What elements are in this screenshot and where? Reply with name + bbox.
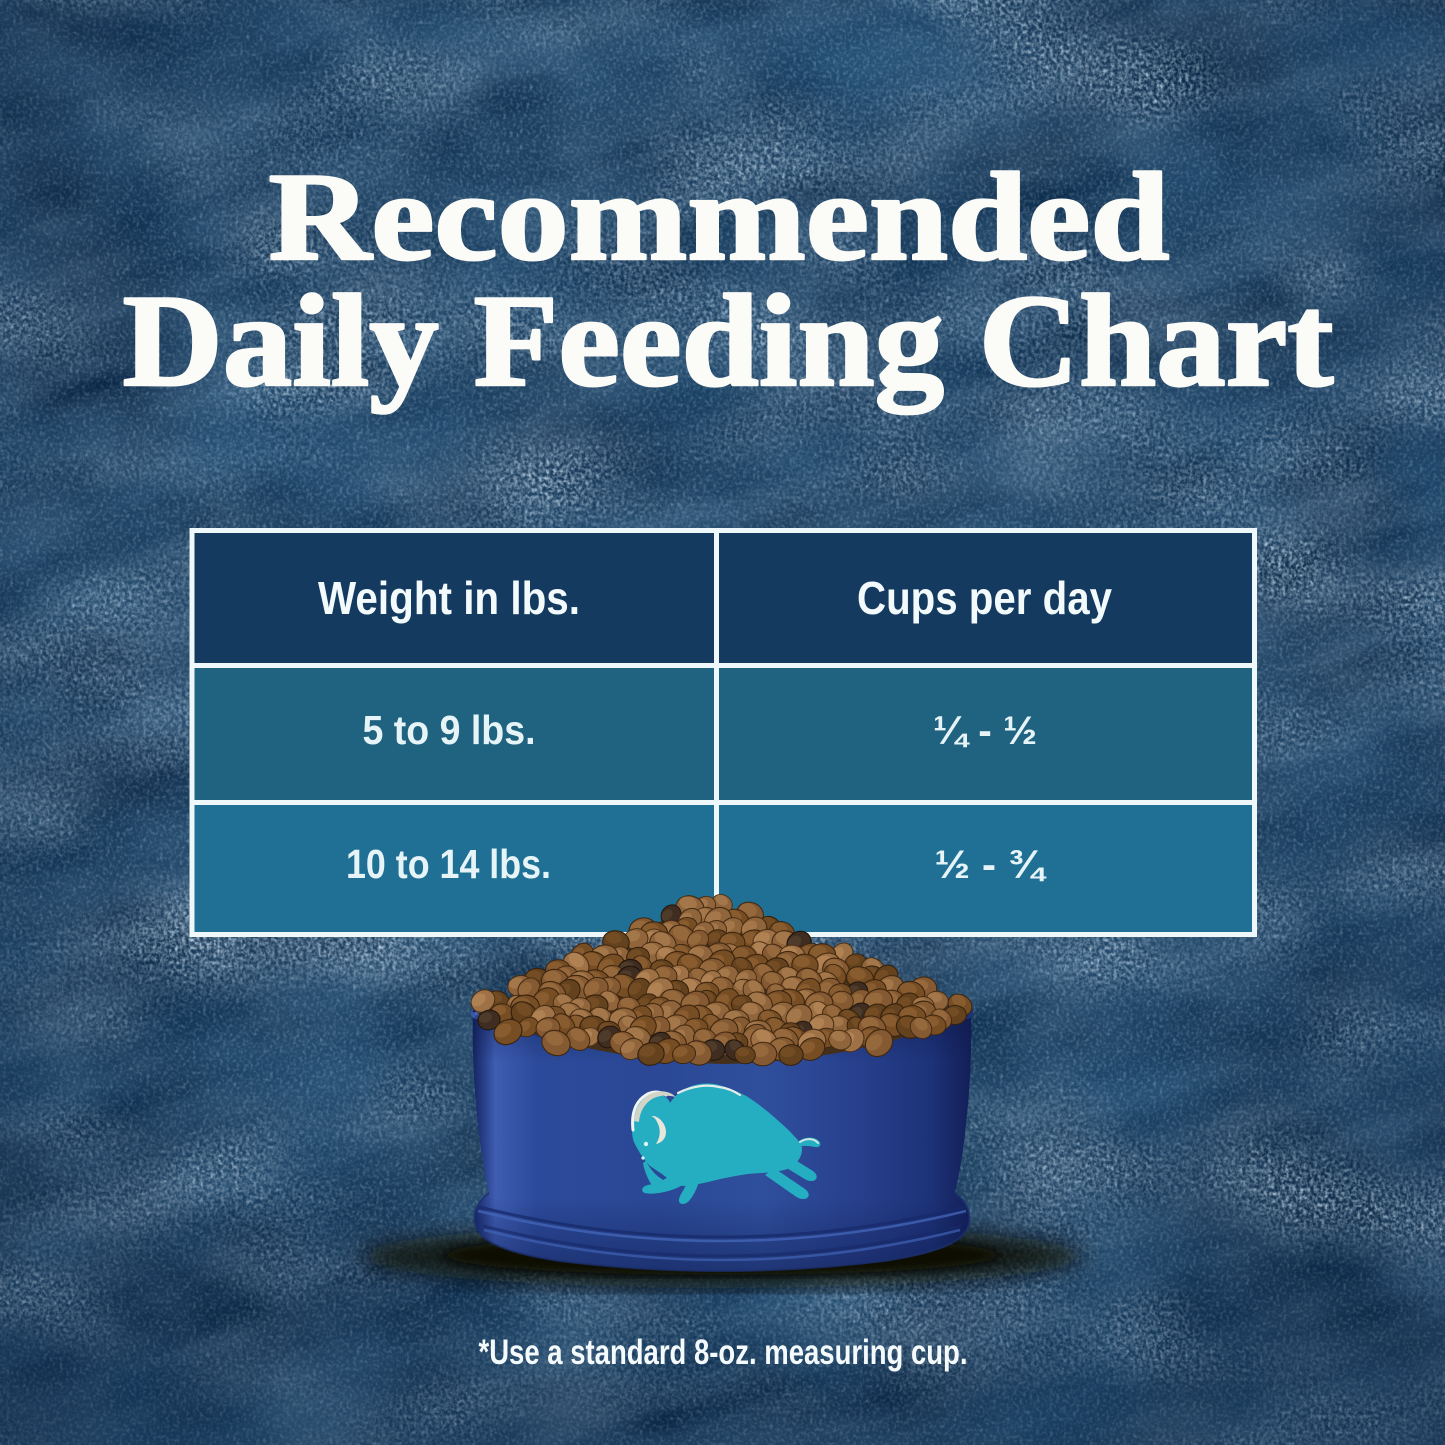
- svg-text:½ - ¾: ½ - ¾: [935, 843, 1048, 887]
- svg-text:10 to 14 lbs.: 10 to 14 lbs.: [346, 841, 551, 887]
- svg-text:*Use a standard 8-oz. measurin: *Use a standard 8-oz. measuring cup.: [479, 1333, 968, 1372]
- svg-text:Weight in lbs.: Weight in lbs.: [318, 572, 580, 624]
- svg-text:Daily Feeding Chart: Daily Feeding Chart: [123, 267, 1334, 414]
- svg-text:Cups per day: Cups per day: [857, 572, 1112, 624]
- svg-text:¼ - ½: ¼ - ½: [933, 709, 1037, 753]
- svg-text:5 to 9 lbs.: 5 to 9 lbs.: [363, 707, 536, 753]
- svg-text:Recommended: Recommended: [269, 148, 1170, 287]
